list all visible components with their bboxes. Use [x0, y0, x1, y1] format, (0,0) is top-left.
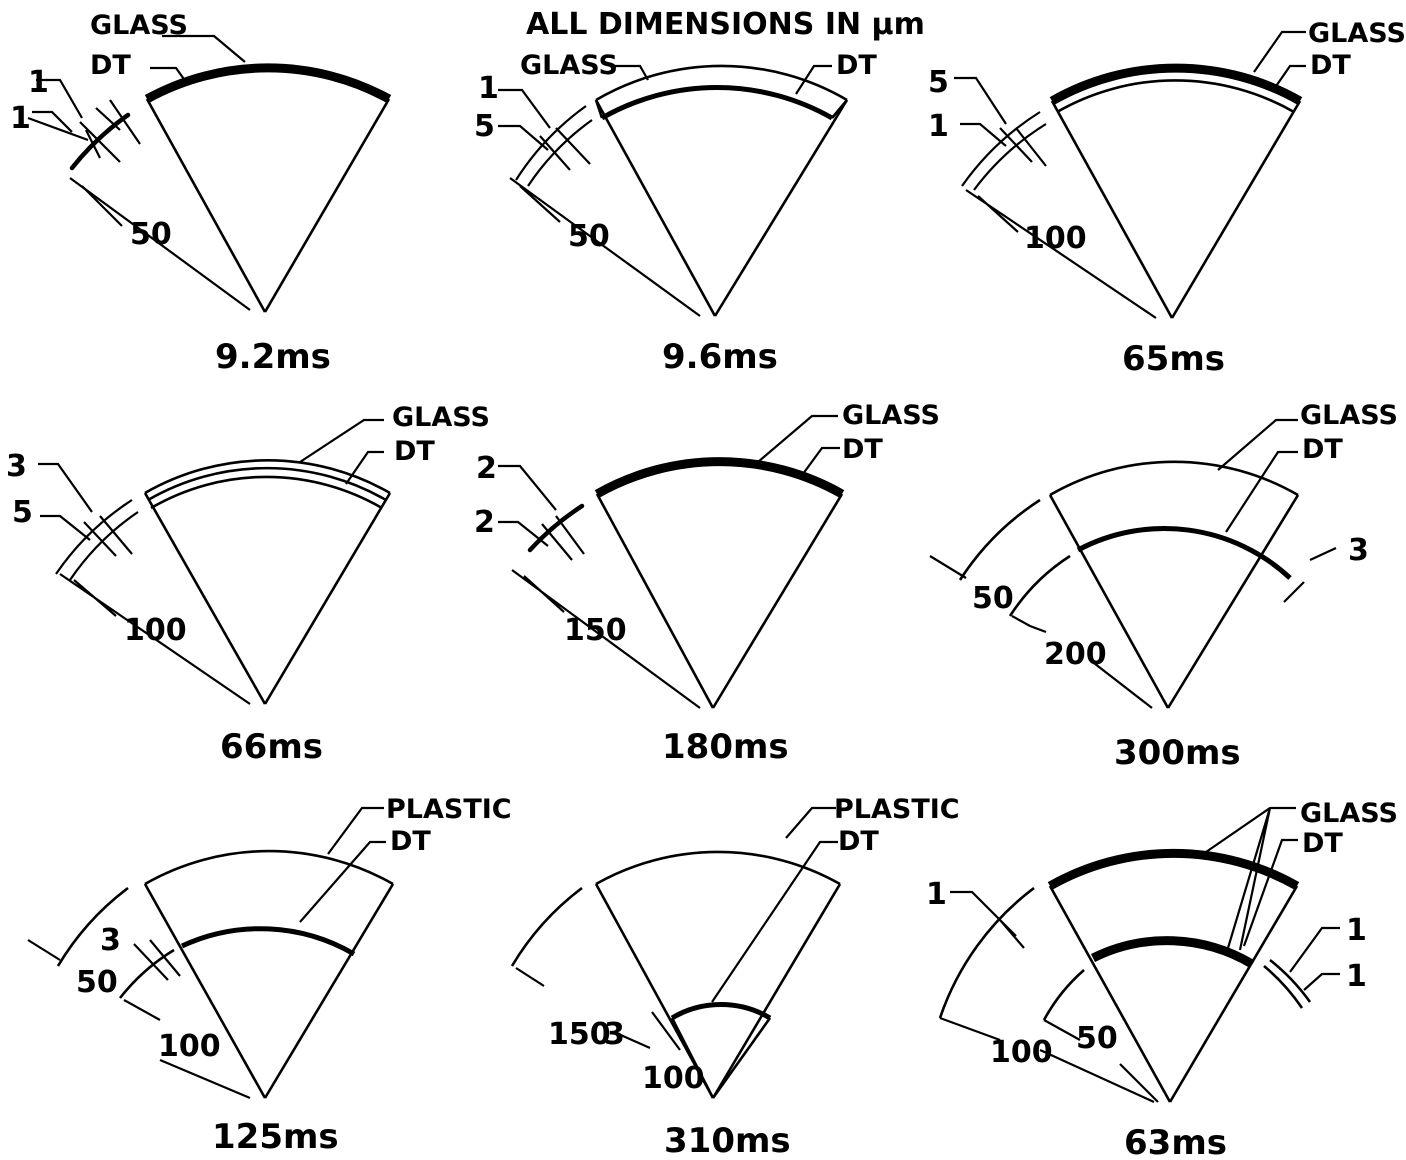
panel-5-glass-label: GLASS	[842, 400, 940, 431]
panel-6-dim-1: 3	[1348, 533, 1369, 568]
panel-7-dim-2: 50	[76, 965, 118, 1000]
panel-8-dim-3: 100	[642, 1061, 705, 1096]
panel-3-glass-label: GLASS	[1308, 18, 1406, 49]
panel-7-plastic-label: PLASTIC	[386, 794, 512, 825]
panel-4-dim-3: 100	[124, 613, 187, 648]
panel-3-dt-label: DT	[1310, 50, 1351, 81]
panel-7-dim-3: 100	[158, 1029, 221, 1064]
panel-3: GLASS DT 5 1 100 65ms	[928, 18, 1406, 379]
panel-9-time: 63ms	[1124, 1123, 1227, 1160]
panel-1-sector	[145, 98, 391, 313]
panel-8-dim-2: 3	[604, 1017, 625, 1052]
panel-7-dt-layer	[180, 926, 356, 957]
panel-6-dim-3: 200	[1044, 637, 1107, 672]
panel-5-dim-2: 2	[474, 505, 495, 540]
panel-7-time: 125ms	[212, 1117, 339, 1157]
panel-3-dim-3: 100	[1024, 221, 1087, 256]
panel-9-dim-1: 1	[926, 877, 947, 912]
panel-8-time: 310ms	[664, 1121, 791, 1160]
panel-9: GLASS DT 1 1 1 100 50 63ms	[926, 798, 1398, 1160]
panel-9-glass-shell	[1047, 848, 1300, 890]
panel-9-dt-label: DT	[1302, 828, 1343, 859]
panel-2-dt-layer	[600, 85, 834, 121]
panel-3-dim-1: 5	[928, 65, 949, 100]
panel-1-glass-label: GLASS	[90, 10, 188, 41]
panel-8: PLASTIC DT 150 3 100 310ms	[510, 794, 960, 1160]
panel-4-dim-2: 5	[12, 495, 33, 530]
panel-1: GLASS DT 1 1 50 9.2ms	[10, 10, 392, 377]
diagram-header: ALL DIMENSIONS IN μm	[526, 7, 925, 42]
panel-6-sector	[1048, 494, 1300, 709]
panel-7: PLASTIC DT 3 50 100 125ms	[27, 794, 512, 1157]
panel-9-dim-4: 100	[990, 1035, 1053, 1070]
panel-2-glass-shell	[595, 64, 848, 102]
panel-6-glass-shell	[1049, 460, 1299, 497]
panel-2-dt-label: DT	[836, 50, 877, 81]
panel-1-dim-1: 1	[28, 65, 49, 100]
panel-1-dim-2: 1	[10, 101, 31, 136]
panel-4: GLASS DT 3 5 100 66ms	[6, 402, 490, 767]
panel-3-dim-2: 1	[928, 109, 949, 144]
panel-6-dt-label: DT	[1302, 434, 1343, 465]
panel-5-dim-1: 2	[476, 451, 497, 486]
panel-4-time: 66ms	[220, 727, 323, 767]
panel-8-dt-layer	[670, 1002, 772, 1021]
panel-6-dt-layer	[1076, 525, 1292, 580]
panel-8-dt-label: DT	[838, 826, 879, 857]
panel-2-time: 9.6ms	[662, 337, 778, 377]
panel-3-dt-layer	[1056, 79, 1295, 114]
panel-2-glass-label: GLASS	[520, 50, 618, 81]
panel-3-sector	[1050, 100, 1302, 319]
panel-9-dim-2: 1	[1346, 913, 1367, 948]
panel-2-dim-1: 1	[478, 71, 499, 106]
panel-2-sector	[594, 99, 849, 317]
panel-4-dt-label: DT	[394, 436, 435, 467]
panel-1-dt-label: DT	[90, 50, 131, 81]
panel-4-dim-1: 3	[6, 449, 27, 484]
panel-5: GLASS DT 2 2 150 180ms	[474, 400, 940, 767]
panel-3-time: 65ms	[1122, 339, 1225, 379]
panel-9-glass-label: GLASS	[1300, 798, 1398, 829]
panel-9-sector	[1048, 885, 1299, 1103]
panel-8-plastic-shell	[595, 850, 841, 886]
panel-2-dim-2: 5	[474, 109, 495, 144]
panel-5-dim-arc	[527, 503, 585, 553]
panel-9-dt-layer	[1090, 936, 1255, 968]
panel-4-glass-label: GLASS	[392, 402, 490, 433]
panel-9-dim-3: 1	[1346, 959, 1367, 994]
panel-9-dim-5: 50	[1076, 1021, 1118, 1056]
panel-6: GLASS DT 3 50 200 300ms	[929, 400, 1398, 773]
panel-6-dim-2: 50	[972, 581, 1014, 616]
panel-8-dim-1: 150	[548, 1017, 611, 1052]
panel-6-time: 300ms	[1114, 733, 1241, 773]
panel-7-dt-label: DT	[390, 826, 431, 857]
panel-6-glass-label: GLASS	[1300, 400, 1398, 431]
panel-4-dim-arc	[55, 499, 139, 581]
panel-8-plastic-label: PLASTIC	[834, 794, 960, 825]
panel-8-sector	[594, 883, 842, 1099]
panel-3-dim-arc	[961, 111, 1047, 191]
panel-2: GLASS DT 1 5 50 9.6ms	[474, 50, 877, 377]
panel-4-dt-layer	[147, 466, 387, 502]
panel-5-dt-label: DT	[842, 434, 883, 465]
panel-2-dim-3: 50	[568, 219, 610, 254]
panel-2-dim-arc	[515, 105, 593, 187]
panel-1-dim-3: 50	[130, 217, 172, 252]
panel-1-time: 9.2ms	[215, 337, 331, 377]
panel-7-sector	[143, 883, 395, 1099]
panel-4-sector	[143, 492, 392, 705]
panel-5-glass-shell	[594, 457, 845, 498]
panel-1-glass-shell	[144, 63, 392, 103]
panel-4-glass-shell	[144, 459, 391, 495]
panel-5-dim-3: 150	[564, 613, 627, 648]
panel-3-glass-shell	[1049, 63, 1303, 105]
panel-7-plastic-shell	[144, 849, 394, 886]
panel-5-time: 180ms	[662, 727, 789, 767]
panel-5-sector	[595, 493, 844, 709]
panel-7-dim-1: 3	[100, 923, 121, 958]
